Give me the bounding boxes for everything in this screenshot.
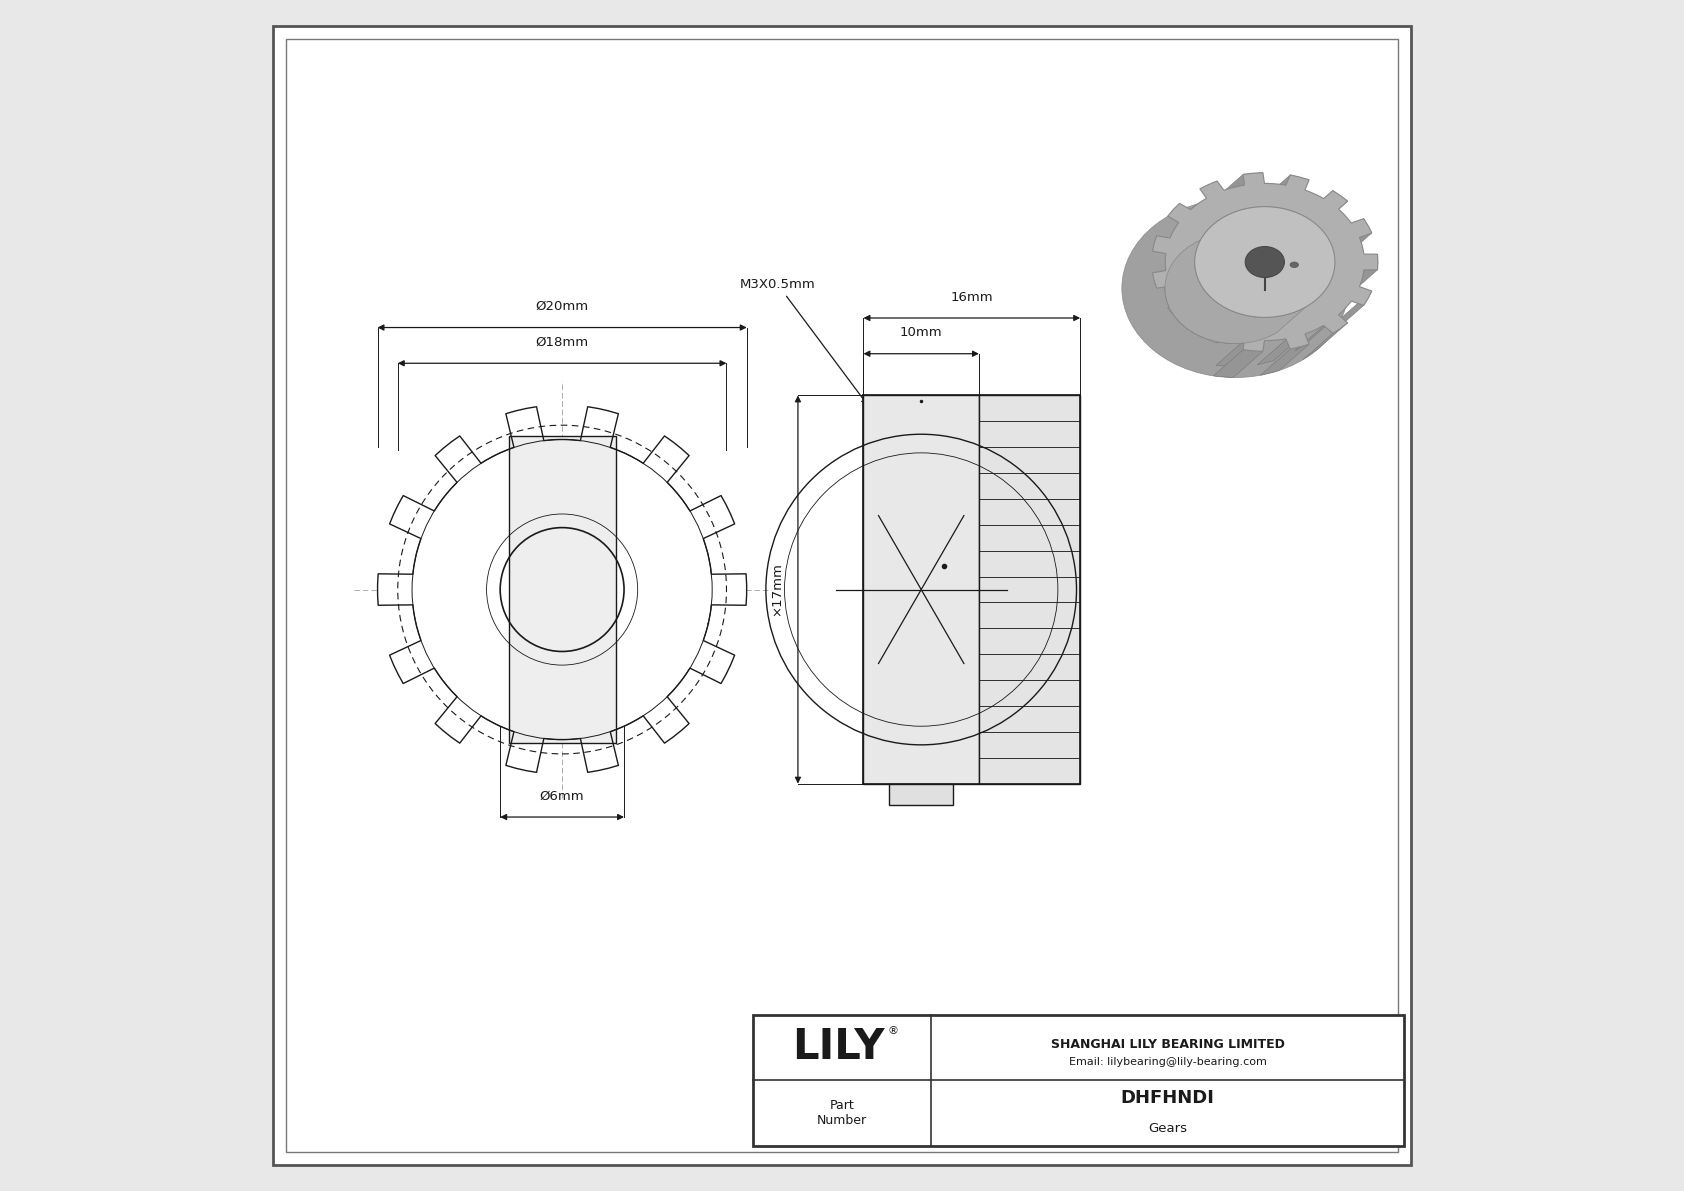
Polygon shape xyxy=(1258,335,1303,364)
Polygon shape xyxy=(377,406,746,773)
Polygon shape xyxy=(1258,186,1303,216)
Polygon shape xyxy=(1334,291,1372,331)
Polygon shape xyxy=(1216,183,1263,211)
Text: SHANGHAI LILY BEARING LIMITED: SHANGHAI LILY BEARING LIMITED xyxy=(1051,1039,1285,1050)
Polygon shape xyxy=(1334,219,1372,260)
Polygon shape xyxy=(1303,191,1347,227)
Text: DHFHNDI: DHFHNDI xyxy=(1122,1089,1214,1106)
Text: 16mm: 16mm xyxy=(950,291,994,304)
Text: Ø18mm: Ø18mm xyxy=(536,336,589,349)
Polygon shape xyxy=(1303,323,1347,360)
Polygon shape xyxy=(1322,287,1359,326)
Polygon shape xyxy=(1322,224,1359,263)
Ellipse shape xyxy=(1194,207,1335,317)
Polygon shape xyxy=(1214,350,1263,378)
Text: LILY: LILY xyxy=(791,1027,884,1068)
Ellipse shape xyxy=(1165,233,1305,343)
Text: Email: lilybearing@lily-bearing.com: Email: lilybearing@lily-bearing.com xyxy=(1069,1058,1266,1067)
Polygon shape xyxy=(1216,339,1263,367)
Text: Ø6mm: Ø6mm xyxy=(541,790,584,803)
Text: M3X0.5mm: M3X0.5mm xyxy=(739,279,867,404)
Ellipse shape xyxy=(1244,247,1285,278)
Polygon shape xyxy=(1260,175,1308,206)
Bar xyxy=(509,436,616,743)
Polygon shape xyxy=(1152,173,1378,351)
Text: 10mm: 10mm xyxy=(899,326,943,339)
Text: ×17mm: ×17mm xyxy=(771,562,783,617)
Bar xyxy=(978,395,1079,784)
Ellipse shape xyxy=(1290,262,1298,268)
Bar xyxy=(753,1015,1404,1146)
Polygon shape xyxy=(1214,173,1263,200)
Text: Part
Number: Part Number xyxy=(817,1099,867,1127)
Bar xyxy=(889,784,953,805)
Text: Ø20mm: Ø20mm xyxy=(536,300,589,313)
Polygon shape xyxy=(1347,254,1378,297)
Polygon shape xyxy=(1295,199,1337,235)
Bar xyxy=(753,1015,1404,1146)
Polygon shape xyxy=(1295,316,1337,351)
Bar xyxy=(864,395,1079,784)
Bar xyxy=(864,395,978,784)
Text: Gears: Gears xyxy=(1148,1122,1187,1135)
Polygon shape xyxy=(1260,344,1308,375)
Text: ®: ® xyxy=(887,1025,899,1036)
Polygon shape xyxy=(1165,207,1307,343)
Ellipse shape xyxy=(1122,199,1349,378)
Polygon shape xyxy=(1334,255,1364,295)
